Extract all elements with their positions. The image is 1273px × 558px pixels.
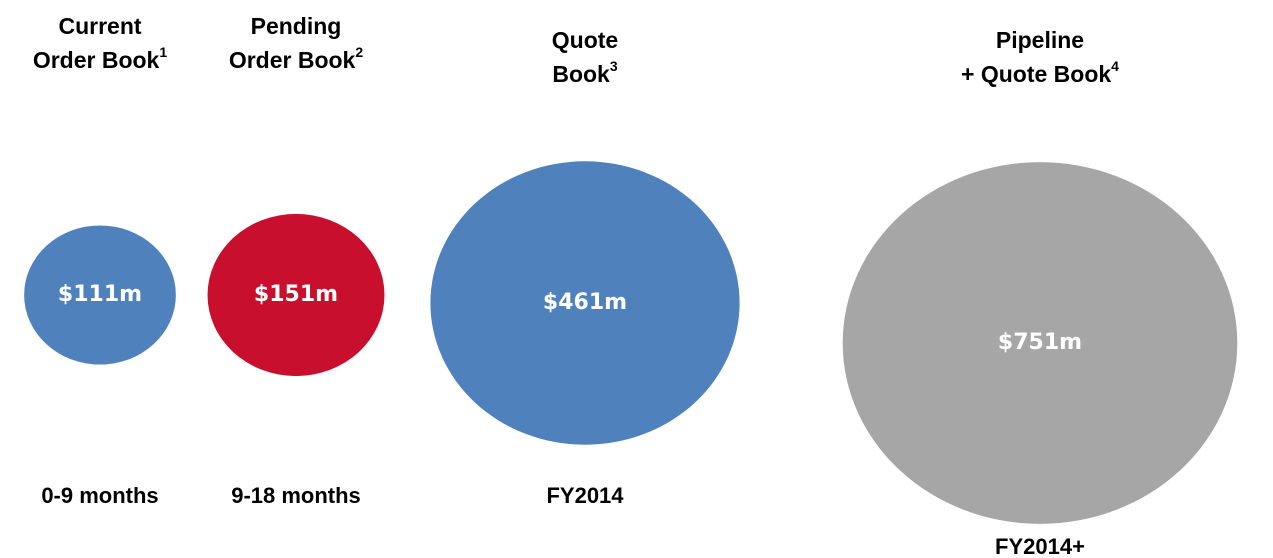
category-label: Order Book2: [229, 44, 364, 73]
bubble: [207, 213, 385, 377]
value-label: $111m: [58, 282, 142, 307]
period-label: 0-9 months: [41, 483, 158, 508]
category-line: Book: [552, 61, 610, 87]
footnote-mark: 3: [610, 58, 618, 74]
value-label: $151m: [254, 282, 338, 307]
bubble: [430, 161, 740, 445]
category-label: Pending: [251, 13, 342, 39]
bubble: [24, 225, 176, 365]
category-line: Pipeline: [996, 27, 1084, 53]
category-label: + Quote Book4: [961, 58, 1119, 87]
category-label: Order Book1: [33, 44, 168, 73]
category-line: Order Book: [33, 47, 160, 73]
value-label: $751m: [998, 330, 1082, 355]
bubble: [842, 162, 1238, 524]
period-label: 9-18 months: [231, 483, 361, 508]
period-label: FY2014+: [995, 534, 1085, 558]
category-line: Quote: [552, 27, 618, 53]
category-label: Book3: [552, 58, 618, 87]
category-label: Pipeline: [996, 27, 1084, 53]
value-label: $461m: [543, 290, 627, 315]
category-label: Current: [58, 13, 141, 39]
category-label: Quote: [552, 27, 618, 53]
footnote-mark: 4: [1111, 58, 1119, 74]
period-label: FY2014: [546, 483, 624, 508]
footnote-mark: 1: [159, 44, 167, 60]
footnote-mark: 2: [355, 44, 363, 60]
category-line: Pending: [251, 13, 342, 39]
category-line: + Quote Book: [961, 61, 1111, 87]
category-line: Order Book: [229, 47, 356, 73]
category-line: Current: [58, 13, 141, 39]
